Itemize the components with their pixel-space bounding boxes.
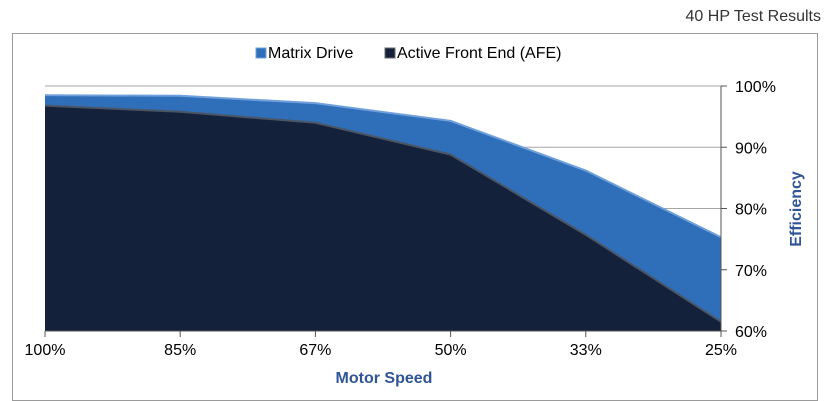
legend-label-matrix-drive: Matrix Drive (268, 45, 353, 62)
x-tick-label: 25% (705, 342, 737, 359)
y-tick-label: 80% (735, 202, 767, 219)
y-axis-title: Efficiency (788, 171, 805, 247)
x-tick-label: 100% (25, 342, 66, 359)
series-areas (45, 95, 721, 331)
legend-swatch-afe (385, 48, 395, 58)
legend-label-afe: Active Front End (AFE) (397, 45, 562, 62)
y-tick-label: 60% (735, 324, 767, 341)
x-tick-label: 85% (164, 342, 196, 359)
y-tick-label: 70% (735, 263, 767, 280)
legend: Matrix Drive Active Front End (AFE) (256, 45, 562, 62)
y-tick-label: 90% (735, 140, 767, 157)
x-tick-label: 50% (435, 342, 467, 359)
x-tick-label: 67% (299, 342, 331, 359)
legend-swatch-matrix-drive (256, 48, 266, 58)
y-tick-label: 100% (735, 79, 776, 96)
x-axis-title: Motor Speed (336, 370, 433, 387)
x-tick-label: 33% (570, 342, 602, 359)
